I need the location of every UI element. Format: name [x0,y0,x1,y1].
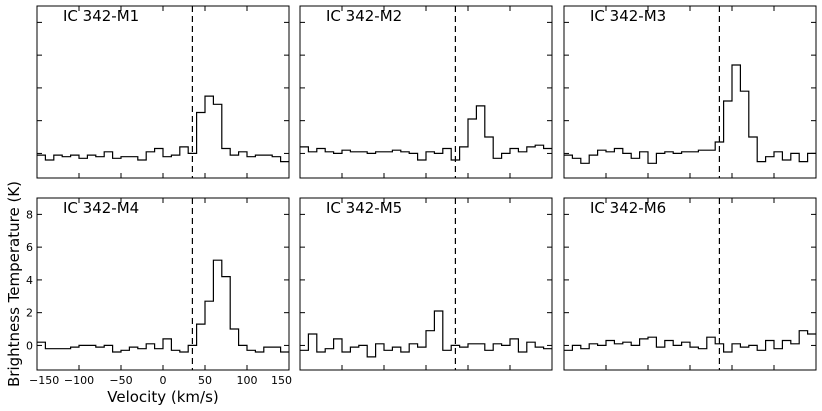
panel-title: IC 342-M5 [326,199,402,217]
panel-frame [299,5,553,179]
panel-title: IC 342-M2 [326,7,402,25]
panel-frame [299,197,553,371]
spectrum-panel: IC 342-M3 [563,5,817,179]
spectrum-line [300,105,552,161]
spectrum-panel: IC 342-M6 [563,197,817,371]
spectrum-panel: IC 342-M5 [299,197,553,371]
x-tick-label: 50 [198,374,212,387]
x-tick-label: 100 [237,374,258,387]
panels-group: IC 342-M1 IC 342-M2 IC 342-M3 IC 342-M4 0 2 4 6… [26,5,817,387]
panel-title: IC 342-M4 [63,199,139,217]
spectrum-line [300,310,552,358]
y-tick-label: 2 [26,307,33,320]
panel-frame [36,5,290,179]
x-tick-label: −50 [109,374,132,387]
x-tick-label: −100 [64,374,94,387]
x-tick-label: −150 [29,374,59,387]
x-axis-label: Velocity (km/s) [107,388,218,406]
panel-frame [563,197,817,371]
spectrum-line [37,95,289,163]
x-tick-label: 0 [160,374,167,387]
panel-title: IC 342-M6 [590,199,666,217]
y-tick-label: 8 [26,208,33,221]
y-tick-label: 0 [26,339,33,352]
y-tick-label: 4 [26,274,33,287]
spectrum-panel: IC 342-M4 0 2 4 6 8 −150 −100 −50 0 50 100 150 [26,197,292,387]
y-tick-label: 6 [26,241,33,254]
x-tick-label: 150 [271,374,292,387]
panel-title: IC 342-M1 [63,7,139,25]
spectrum-line [564,330,816,353]
spectrum-panel: IC 342-M1 [36,5,290,179]
y-axis-label: Brightness Temperature (K) [5,181,23,387]
panel-frame [563,5,817,179]
spectrum-line [564,64,816,164]
panel-frame [36,197,290,371]
spectrum-panel: IC 342-M2 [299,5,553,179]
spectrum-line [37,259,289,353]
panel-title: IC 342-M3 [590,7,666,25]
